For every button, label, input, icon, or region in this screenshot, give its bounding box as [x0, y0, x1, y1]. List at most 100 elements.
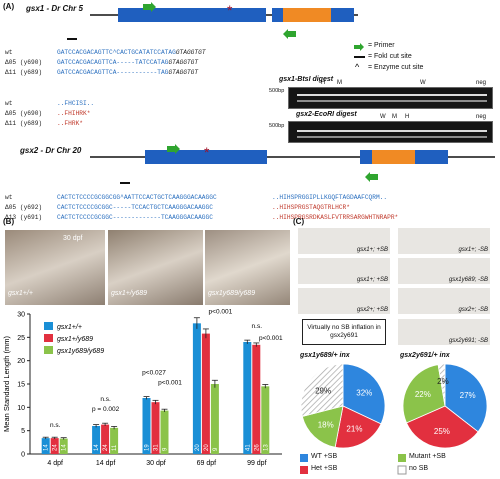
row-name: wt [5, 194, 13, 201]
legend-label: gsx1+/y689 [57, 336, 93, 343]
n-label: 20 [204, 444, 210, 451]
fish-image: gsx1+; +SB [298, 228, 390, 254]
pie-slice-label: 29% [315, 387, 331, 396]
protein-seq: ..HIHSPRGSTAQGTRLHCR* [272, 204, 350, 211]
gsx2-homeobox [372, 150, 415, 164]
n-label: 14 [62, 444, 68, 451]
panel-c-label: (C) [293, 217, 305, 226]
fish-grid: gsx1+; +SB gsx1+; -SB gsx1+; +SB gsx1y68… [298, 228, 495, 350]
n-label: 24 [103, 444, 109, 451]
gsx1-exon1 [118, 8, 266, 22]
x-tick-label: 14 dpf [96, 460, 116, 467]
row-name: Δ11 (y689) [5, 69, 43, 76]
significance-label: p<0.001 [158, 380, 182, 387]
y-tick-label: 25 [17, 335, 25, 342]
pie-slice-label: 22% [415, 390, 431, 399]
n-label: 26 [254, 444, 260, 451]
y-tick-label: 20 [17, 358, 25, 365]
legend-enzyme-icon: ^ [355, 62, 360, 72]
pie2-title: gsx2y691/+ inx [400, 352, 450, 359]
bar [252, 344, 261, 454]
protein-seq: ..FHCISI.. [57, 100, 95, 107]
dna-seq: GATCCACGACAGTTC^CACTGCATATCCATAG [57, 49, 176, 56]
row-name: Δ05 (y690) [5, 110, 43, 117]
x-tick-label: 30 dpf [146, 460, 166, 467]
n-label: 14 [94, 444, 100, 451]
protein-seq: ..HIHSPRGGIPLLKGQFTAGDAAFCQRM.. [272, 194, 388, 201]
bar [210, 384, 219, 454]
y-tick-label: 15 [17, 382, 25, 389]
protein-seq: ..FHIHRK* [57, 110, 91, 117]
pie-slice-label: 25% [434, 427, 450, 436]
pie-slice-label: 32% [356, 388, 372, 397]
panel-a-label: (A) [3, 2, 15, 11]
legend-foki: = FokI cut site [368, 53, 412, 60]
n-label: 19 [145, 444, 151, 451]
gsx1-protein-rows: wt ..FHCISI.. Δ05 (y690) ..FHIHRK* Δ11 (y6… [5, 92, 95, 127]
significance-label: p<0.027 [142, 370, 166, 377]
legend-primer-icon [354, 43, 364, 51]
pie-slice [437, 363, 446, 407]
y-tick-label: 0 [21, 452, 25, 459]
dna-seq: GATCCACGACAGTTCA-----TATCCATAG [57, 59, 169, 66]
legend-swatch [44, 322, 53, 330]
panel-b-label: (B) [3, 217, 15, 226]
dna-seq-intron: GTAGGTGT [175, 49, 206, 56]
primer-arrow-icon [143, 2, 156, 12]
gel2-lane-w: W [380, 114, 386, 120]
bar [151, 402, 160, 454]
fish-label: gsx2+; -SB [458, 307, 488, 313]
fish-label: gsx2y691; -SB [448, 338, 488, 344]
significance-label: n.s. [252, 323, 263, 330]
pie-charts: 32% 21% 18% 29% 27% 25% 22% 2% [300, 363, 488, 449]
gel2-image [288, 121, 493, 143]
pie-slice [402, 364, 446, 424]
legend-label: gsx1y689/y689 [57, 348, 104, 355]
gel1-bp: 500bp [269, 88, 285, 94]
y-tick-label: 30 [17, 312, 25, 319]
fish-photo-het: gsx1+/y689 [108, 230, 203, 305]
photo-label: gsx1+/+ [8, 290, 33, 297]
gel1-title: gsx1-BtsI digest [278, 76, 335, 83]
bar [160, 410, 169, 454]
legend-label: gsx1+/+ [57, 324, 82, 331]
legend-het: Het +SB [311, 465, 338, 472]
bar [59, 438, 68, 454]
pie-slice-label: 2% [437, 377, 449, 386]
legend-nosb: no SB [409, 465, 429, 472]
fish-photo-mut: gsx1y689/y689 [205, 230, 290, 305]
gene-diagrams: * ^ * [67, 2, 495, 184]
pie-slice [300, 363, 344, 417]
bar [101, 424, 110, 454]
bar [192, 323, 201, 454]
protein-seq: ..FHRK* [57, 120, 83, 127]
legend-swatch [44, 334, 53, 342]
photo-label: gsx1+/y689 [111, 290, 147, 297]
pie-slice [342, 363, 386, 425]
legend-wt: WT +SB [311, 453, 338, 460]
bar [261, 386, 270, 454]
x-tick-label: 99 dpf [247, 460, 267, 467]
fish-label: gsx1+; +SB [356, 277, 388, 283]
pie-slice [301, 405, 344, 448]
legend-mut-swatch [398, 454, 406, 462]
pie1-title: gsx1y689/+ inx [300, 352, 350, 359]
gel2-lane-h: H [405, 114, 410, 120]
gsx2-title: gsx2 - Dr Chr 20 [20, 146, 82, 155]
fish-label: gsx2+; +SB [356, 307, 388, 313]
dna-seq: GATCCACGACAGTTCA-----------TAG [57, 69, 169, 76]
significance-label: p<0.001 [209, 309, 233, 316]
gsx1-title: gsx1 - Dr Chr 5 [26, 4, 83, 13]
gel2-bp: 500bp [269, 123, 285, 129]
pie-slice [406, 405, 479, 449]
gsx2-mutation-asterisk: * [204, 144, 210, 160]
pie-slice-label: 21% [346, 424, 362, 433]
x-tick-label: 4 dpf [47, 460, 63, 467]
gel1-lane-neg: neg [476, 80, 487, 86]
n-label: 24 [53, 444, 59, 451]
gsx2-rows: wt CACTCTCCCCGCGGCGG^AATTCCACTGCTCAAGGGAC… [5, 186, 398, 221]
gel1-image [288, 87, 493, 109]
primer-arrow-icon [365, 172, 378, 182]
fish-image: gsx1+; +SB [298, 258, 390, 284]
dna-seq-intron: GTAGGTGT [168, 69, 199, 76]
